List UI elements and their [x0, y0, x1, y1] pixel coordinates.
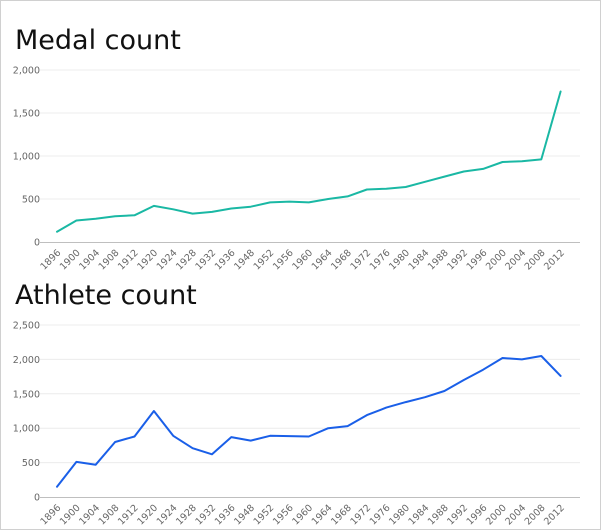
y-tick-label: 2,000: [13, 66, 40, 77]
x-tick-label: 1980: [387, 503, 412, 528]
athlete-data-point: [366, 414, 368, 416]
x-tick-label: 2004: [503, 503, 528, 528]
athlete-data-point: [327, 427, 329, 429]
x-tick-label: 1912: [116, 503, 141, 528]
athlete-data-point: [56, 486, 58, 488]
athlete-data-point: [133, 435, 135, 437]
x-tick-label: 1976: [368, 503, 393, 528]
y-tick-label: 0: [34, 238, 40, 249]
x-tick-label: 1924: [155, 503, 180, 528]
y-tick-label: 500: [22, 195, 40, 206]
x-tick-label: 1988: [426, 503, 451, 528]
athlete-data-point: [153, 410, 155, 412]
athlete-data-point: [250, 440, 252, 442]
athlete-data-point: [560, 375, 562, 377]
y-tick-label: 0: [34, 493, 40, 504]
athlete-series-line: [56, 355, 562, 488]
x-tick-label: 1900: [58, 503, 83, 528]
athlete-data-point: [443, 390, 445, 392]
y-tick-label: 1,000: [13, 424, 40, 435]
x-tick-label: 1920: [135, 503, 160, 528]
medal-chart-title: Medal count: [15, 25, 181, 56]
x-tick-label: 1948: [232, 503, 257, 528]
athlete-data-point: [75, 461, 77, 463]
x-tick-label: 1984: [407, 503, 432, 528]
x-tick-label: 2000: [484, 503, 509, 528]
athlete-data-point: [463, 379, 465, 381]
x-tick-label: 1928: [174, 503, 199, 528]
athlete-data-point: [308, 435, 310, 437]
x-tick-label: 1932: [193, 503, 218, 528]
x-tick-label: 2012: [542, 503, 567, 528]
x-tick-label: 1996: [465, 503, 490, 528]
medal-series-line: [56, 90, 562, 233]
athlete-data-point: [385, 407, 387, 409]
athlete-data-point: [288, 435, 290, 437]
y-tick-label: 2,000: [13, 355, 40, 366]
athlete-data-point: [521, 358, 523, 360]
x-tick-label: 1968: [329, 503, 354, 528]
x-tick-label: 2008: [523, 503, 548, 528]
athlete-data-point: [269, 435, 271, 437]
athlete-data-point: [211, 453, 213, 455]
x-tick-label: 1896: [38, 503, 63, 528]
x-tick-label: 1956: [271, 503, 296, 528]
x-tick-label: 1972: [348, 503, 373, 528]
x-tick-label: 1960: [290, 503, 315, 528]
y-tick-label: 1,000: [13, 152, 40, 163]
x-tick-label: 1992: [445, 503, 470, 528]
athlete-data-point: [502, 357, 504, 359]
y-tick-label: 500: [22, 458, 40, 469]
y-tick-label: 1,500: [13, 109, 40, 120]
medal-count-chart: 05001,0001,5002,000189619001904190819121…: [13, 66, 580, 272]
y-tick-label: 1,500: [13, 389, 40, 400]
athlete-data-point: [172, 435, 174, 437]
athlete-data-point: [482, 369, 484, 371]
x-tick-label: 1964: [310, 503, 335, 528]
athlete-chart-title: Athlete count: [15, 280, 197, 311]
athlete-data-point: [405, 401, 407, 403]
athlete-data-point: [95, 464, 97, 466]
athlete-data-point: [424, 396, 426, 398]
athlete-data-point: [114, 441, 116, 443]
x-tick-label: 1936: [213, 503, 238, 528]
x-tick-label: 1908: [97, 503, 122, 528]
x-tick-label: 1904: [77, 503, 102, 528]
athlete-data-point: [347, 425, 349, 427]
athlete-data-point: [540, 355, 542, 357]
y-tick-label: 2,500: [13, 321, 40, 332]
athlete-data-point: [230, 436, 232, 438]
x-tick-label: 1952: [252, 503, 277, 528]
athlete-data-point: [192, 447, 194, 449]
